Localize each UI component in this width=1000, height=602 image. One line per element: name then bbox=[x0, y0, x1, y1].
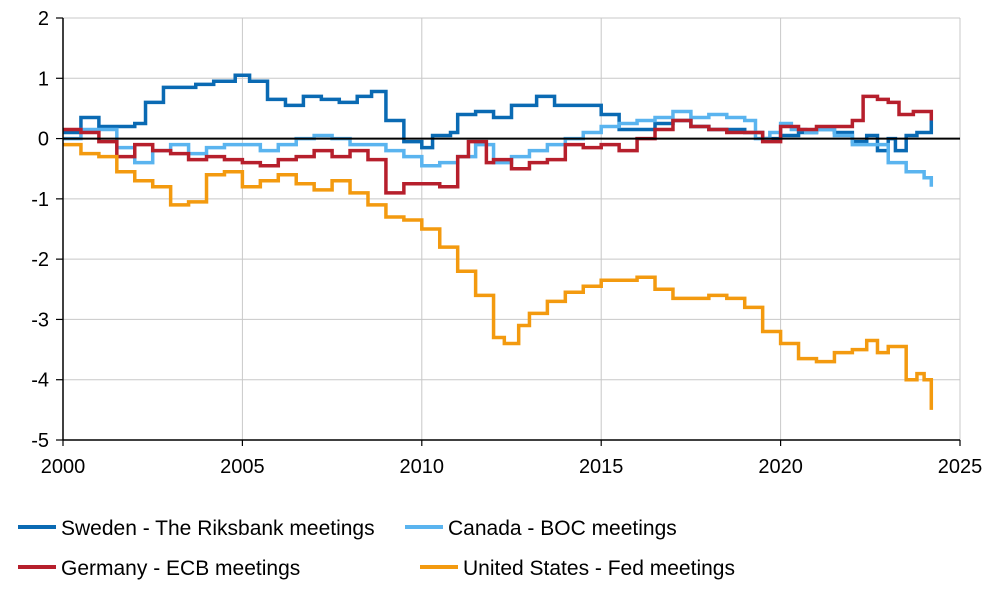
legend-item: Germany - ECB meetings bbox=[18, 557, 300, 580]
legend-label: Sweden - The Riksbank meetings bbox=[61, 517, 375, 540]
series-line-3 bbox=[63, 94, 934, 195]
legend-item: Sweden - The Riksbank meetings bbox=[18, 517, 375, 540]
x-tick-label: 2015 bbox=[579, 456, 624, 478]
x-tick-label: 2020 bbox=[758, 456, 803, 478]
legend-label: United States - Fed meetings bbox=[463, 557, 735, 580]
y-tick-label: -5 bbox=[31, 430, 49, 452]
axes: 2000 2005 2010 2015 2020 2025 2 1 0 -1 -2 -3 -4 -5 bbox=[31, 8, 982, 478]
x-tick-label: 2025 bbox=[938, 456, 983, 478]
x-tick-label: 2010 bbox=[400, 456, 445, 478]
y-tick-label: 2 bbox=[38, 8, 49, 30]
legend-label: Germany - ECB meetings bbox=[61, 557, 300, 580]
x-tick-label: 2000 bbox=[41, 456, 86, 478]
series-line-4 bbox=[63, 142, 934, 410]
y-tick-label: 1 bbox=[38, 68, 49, 90]
x-tick-label: 2005 bbox=[220, 456, 265, 478]
y-tick-label: -2 bbox=[31, 249, 49, 271]
y-tick-label: -4 bbox=[31, 370, 49, 392]
y-tick-label: -3 bbox=[31, 309, 49, 331]
legend-label: Canada - BOC meetings bbox=[448, 517, 677, 540]
y-tick-label: -1 bbox=[31, 189, 49, 211]
series-line-2 bbox=[63, 109, 934, 187]
y-tick-label: 0 bbox=[38, 129, 49, 151]
legend-item: Canada - BOC meetings bbox=[405, 517, 677, 540]
grid bbox=[63, 17, 961, 441]
legend: Sweden - The Riksbank meetings Canada - B… bbox=[18, 517, 735, 580]
legend-item: United States - Fed meetings bbox=[420, 557, 735, 580]
series-lines bbox=[63, 73, 934, 410]
